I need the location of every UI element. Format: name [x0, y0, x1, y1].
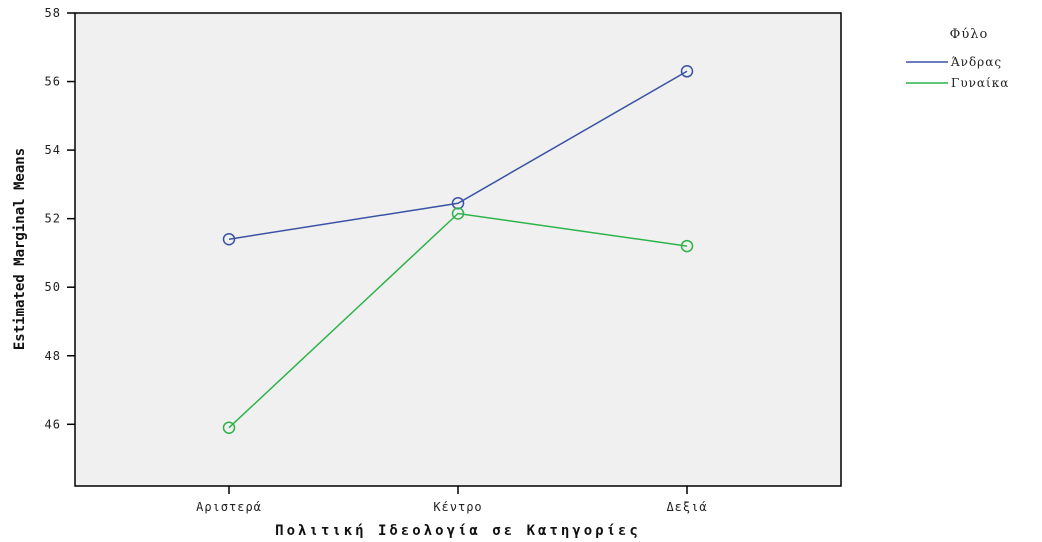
legend-items: Άνδρας Γυναίκα	[906, 55, 1009, 90]
series-point-2	[222, 421, 236, 434]
x-axis-title: Πολιτική Ιδεολογία σε Κατηγορίες	[275, 523, 641, 539]
series-point-2	[680, 239, 694, 253]
series-point-1	[680, 65, 694, 78]
y-tick-label: 54	[45, 143, 61, 157]
x-tick-label: Κέντρο	[433, 500, 482, 514]
y-tick-label: 58	[45, 6, 61, 20]
y-tick-label: 56	[45, 75, 61, 89]
legend-title: Φύλο	[950, 27, 989, 42]
y-axis: 46 48 50 52 54 56 58	[45, 6, 75, 431]
y-tick-label: 46	[45, 417, 61, 431]
x-axis: Αριστερά Κέντρο Δεξιά	[196, 486, 707, 514]
y-tick-label: 50	[45, 280, 61, 294]
x-tick-label: Δεξιά	[666, 500, 707, 514]
series-line-1	[228, 70, 688, 240]
plot-area	[74, 12, 842, 487]
legend-label: Γυναίκα	[951, 76, 1009, 90]
y-tick-label: 48	[45, 349, 61, 363]
series-layer	[222, 65, 694, 434]
series-point-2	[451, 207, 465, 220]
series-point-1	[222, 232, 236, 246]
x-tick-label: Αριστερά	[196, 500, 262, 514]
y-axis-title: Estimated Marginal Means	[12, 148, 28, 350]
y-tick-label: 52	[45, 212, 61, 226]
legend: Φύλο Άνδρας Γυναίκα	[906, 27, 1009, 90]
legend-label: Άνδρας	[950, 55, 1002, 69]
series-line-2	[228, 212, 688, 429]
